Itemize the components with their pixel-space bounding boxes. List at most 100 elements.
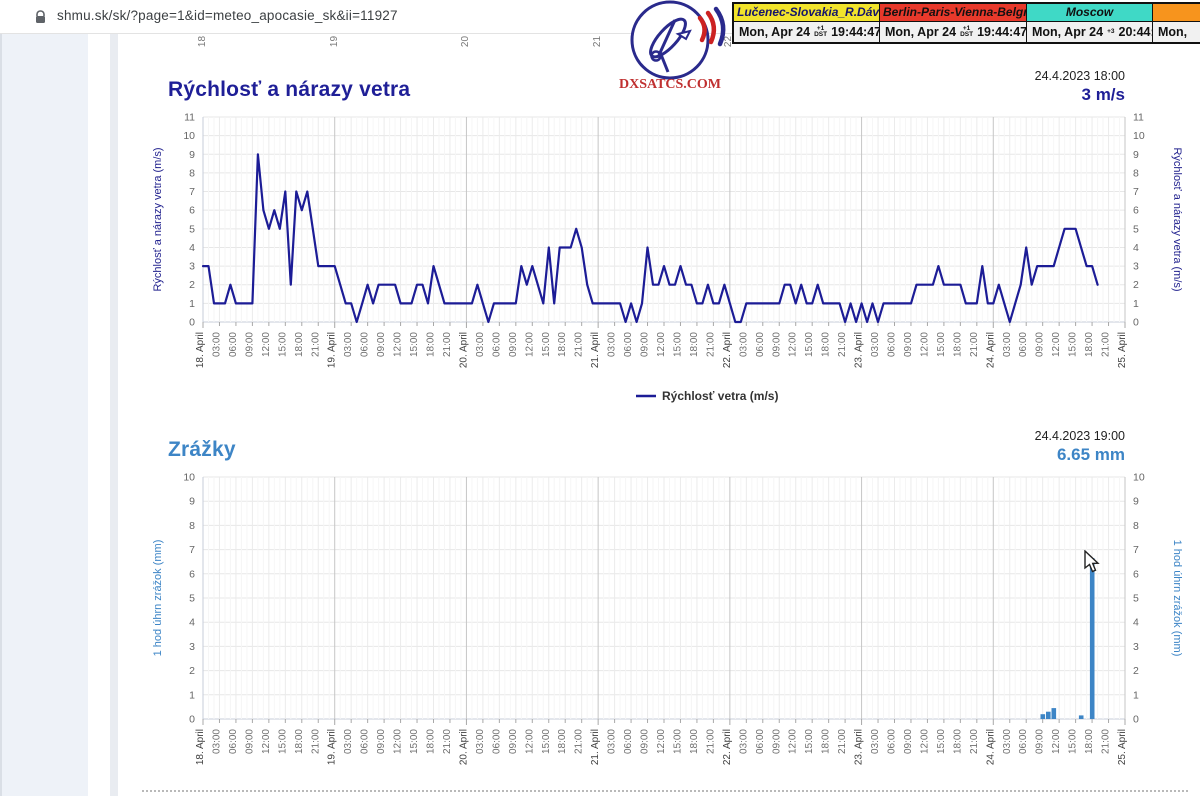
mouse-cursor [1084, 549, 1101, 579]
svg-text:18:00: 18:00 [821, 729, 832, 754]
svg-text:1 hod úhrn zrážok (mm): 1 hod úhrn zrážok (mm) [152, 540, 164, 657]
svg-text:06:00: 06:00 [360, 729, 371, 754]
svg-text:12:00: 12:00 [1051, 729, 1062, 754]
svg-text:06:00: 06:00 [755, 332, 766, 357]
svg-text:03:00: 03:00 [211, 332, 222, 357]
clock-time: 19:44:47 [977, 25, 1028, 39]
wind-legend-label: Rýchlosť vetra (m/s) [662, 389, 778, 403]
clock-time: 19:44:47 [831, 25, 882, 39]
svg-text:11: 11 [184, 112, 195, 124]
svg-text:03:00: 03:00 [870, 332, 881, 357]
svg-text:4: 4 [189, 242, 195, 254]
svg-text:21. April: 21. April [590, 729, 601, 765]
svg-text:21:00: 21:00 [310, 729, 321, 754]
svg-text:12:00: 12:00 [261, 332, 272, 357]
svg-text:9: 9 [189, 149, 195, 161]
url-text[interactable]: shmu.sk/sk/?page=1&id=meteo_apocasie_sk&… [57, 8, 398, 23]
svg-text:06:00: 06:00 [228, 332, 239, 357]
partial-axis-label: 18 [197, 35, 209, 48]
wind-speed-line [201, 153, 1099, 324]
svg-text:09:00: 09:00 [771, 729, 782, 754]
svg-text:12:00: 12:00 [788, 332, 799, 357]
svg-text:8: 8 [1133, 167, 1139, 179]
precip-chart-title: Zrážky [168, 438, 236, 461]
svg-text:19. April: 19. April [327, 332, 338, 368]
precipitation-chart[interactable]: 0 0 1 1 2 2 3 3 4 4 5 5 6 6 7 7 8 8 9 9 10 10 18. April 03:00 06… [140, 466, 1200, 778]
svg-text:1: 1 [189, 689, 195, 701]
svg-text:03:00: 03:00 [211, 729, 222, 754]
svg-text:8: 8 [1133, 520, 1139, 532]
svg-text:09:00: 09:00 [771, 332, 782, 357]
svg-text:09:00: 09:00 [508, 729, 519, 754]
svg-text:15:00: 15:00 [672, 332, 683, 357]
svg-text:1 hod úhrn zrážok (mm): 1 hod úhrn zrážok (mm) [1171, 540, 1183, 657]
svg-text:21:00: 21:00 [837, 332, 848, 357]
svg-text:Rýchlosť a nárazy vetra (m/s): Rýchlosť a nárazy vetra (m/s) [152, 147, 164, 291]
lock-icon [35, 10, 46, 29]
svg-text:03:00: 03:00 [607, 332, 618, 357]
svg-text:21:00: 21:00 [969, 332, 980, 357]
svg-text:03:00: 03:00 [1002, 332, 1013, 357]
clock-dst: DST [960, 31, 974, 38]
svg-text:12:00: 12:00 [261, 729, 272, 754]
precip-latest-value: 6.65 mm [1056, 445, 1125, 464]
svg-text:22. April: 22. April [722, 332, 733, 368]
precip-bar [1089, 558, 1095, 719]
precip-bar [1040, 714, 1046, 719]
clock-city-label: Lučenec-Slovakia_R.Dávid [734, 4, 879, 22]
svg-text:18:00: 18:00 [557, 729, 568, 754]
svg-text:5: 5 [1133, 593, 1139, 605]
svg-text:3: 3 [189, 641, 195, 653]
svg-text:18:00: 18:00 [1084, 332, 1095, 357]
svg-text:24. April: 24. April [985, 332, 996, 368]
svg-text:18:00: 18:00 [821, 332, 832, 357]
clock-berlin: Berlin-Paris-Vienna-Belgrade Mon, Apr 24… [880, 4, 1027, 42]
svg-text:15:00: 15:00 [804, 332, 815, 357]
svg-text:18:00: 18:00 [952, 332, 963, 357]
clock-lucenec: Lučenec-Slovakia_R.Dávid Mon, Apr 24 +1 D… [734, 4, 882, 42]
wind-latest-timestamp: 24.4.2023 18:00 [1034, 69, 1125, 83]
svg-text:06:00: 06:00 [887, 729, 898, 754]
clock-date: Mon, Apr 24 [885, 25, 957, 39]
svg-text:03:00: 03:00 [343, 332, 354, 357]
svg-text:20. April: 20. April [458, 332, 469, 368]
partial-axis-label: 19 [329, 35, 341, 48]
svg-text:9: 9 [189, 496, 195, 508]
svg-text:1: 1 [1133, 689, 1139, 701]
svg-text:5: 5 [1133, 223, 1139, 235]
svg-text:21:00: 21:00 [705, 332, 716, 357]
svg-text:21. April: 21. April [590, 332, 601, 368]
svg-text:15:00: 15:00 [672, 729, 683, 754]
clock-city-label [1153, 4, 1200, 22]
svg-text:24. April: 24. April [985, 729, 996, 765]
svg-text:03:00: 03:00 [1002, 729, 1013, 754]
svg-text:2: 2 [1133, 279, 1139, 291]
svg-text:3: 3 [1133, 261, 1139, 273]
svg-text:7: 7 [189, 544, 195, 556]
precip-bar [1051, 708, 1057, 719]
svg-text:03:00: 03:00 [475, 332, 486, 357]
svg-text:9: 9 [1133, 149, 1139, 161]
svg-text:12:00: 12:00 [919, 729, 930, 754]
clock-city-label: Berlin-Paris-Vienna-Belgrade [880, 4, 1026, 22]
precip-bar [1046, 711, 1051, 719]
logo-signal-waves-icon [697, 6, 726, 47]
svg-text:06:00: 06:00 [755, 729, 766, 754]
svg-text:15:00: 15:00 [409, 729, 420, 754]
clock-city-label: Moscow [1027, 4, 1152, 22]
svg-text:09:00: 09:00 [640, 332, 651, 357]
precip-latest-timestamp: 24.4.2023 19:00 [1034, 429, 1125, 443]
svg-text:7: 7 [1133, 544, 1139, 556]
svg-text:06:00: 06:00 [228, 729, 239, 754]
svg-text:15:00: 15:00 [936, 729, 947, 754]
clock-offset: +1 [816, 24, 825, 32]
svg-text:12:00: 12:00 [919, 332, 930, 357]
svg-text:9: 9 [1133, 496, 1139, 508]
svg-text:21:00: 21:00 [1101, 332, 1112, 357]
svg-text:4: 4 [189, 617, 195, 629]
clock-date: Mon, Apr 24 [739, 25, 811, 39]
svg-text:18:00: 18:00 [426, 332, 437, 357]
svg-text:15:00: 15:00 [804, 729, 815, 754]
svg-text:18. April: 18. April [195, 332, 206, 368]
